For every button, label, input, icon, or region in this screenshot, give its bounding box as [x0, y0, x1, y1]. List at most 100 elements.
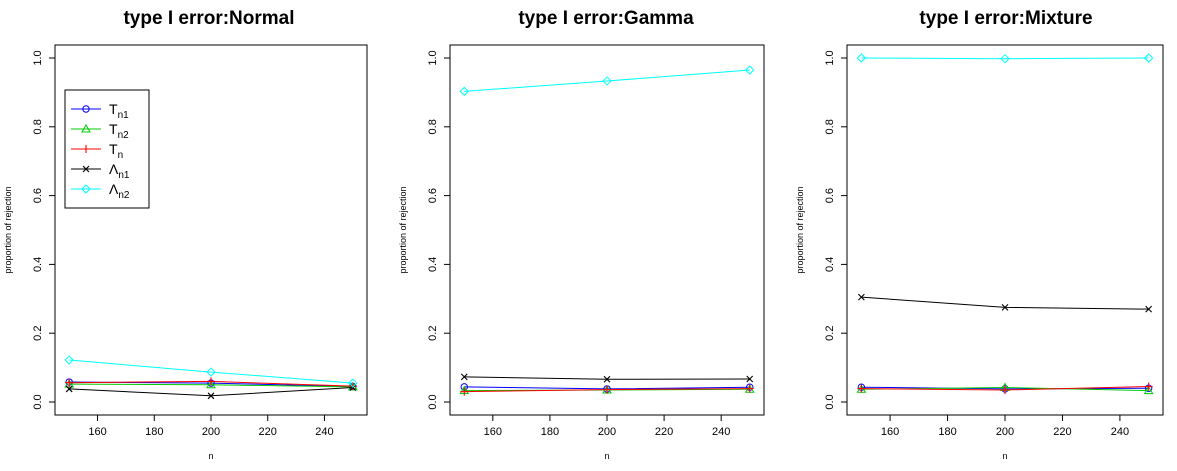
data-point-ln2	[1000, 53, 1010, 64]
series-line-ln1	[69, 387, 353, 397]
data-point-tn	[745, 384, 754, 393]
chart-title: type I error:Gamma	[518, 8, 694, 29]
data-point-tn	[207, 377, 215, 386]
data-point-ln1	[746, 375, 754, 383]
x-tick-label: 200	[202, 426, 220, 438]
y-tick-label: 0.0	[824, 394, 836, 409]
x-tick-label: 180	[145, 426, 163, 438]
x-axis-label: n	[1002, 451, 1007, 461]
y-tick-label: 0.8	[824, 119, 836, 134]
x-tick-label: 220	[655, 426, 673, 438]
data-point-ln2	[745, 65, 755, 75]
legend-label-base: T	[109, 121, 118, 137]
data-point-ln1	[65, 385, 73, 393]
data-point-ln1	[207, 392, 215, 400]
data-point-tn	[65, 378, 74, 387]
series-line-ln2	[861, 57, 1149, 60]
x-tick-label: 240	[712, 426, 730, 438]
x-tick-label: 200	[598, 426, 616, 438]
data-point-tn	[460, 387, 469, 396]
data-point-tn	[1001, 385, 1009, 394]
y-tick-label: 0.6	[427, 188, 439, 203]
legend-label-tn2: Tn2	[109, 121, 129, 141]
legend-label-ln2: Λn2	[109, 181, 130, 201]
data-point-tn	[857, 384, 866, 393]
data-point-ln2	[602, 76, 612, 86]
chart-title: type I error:Normal	[123, 8, 294, 29]
x-tick-label: 160	[88, 426, 106, 438]
y-axis-label: proportion of rejection	[795, 186, 805, 273]
y-tick-label: 0.2	[427, 326, 439, 341]
data-point-ln2	[348, 378, 358, 388]
data-point-ln1	[603, 375, 611, 383]
legend-label-subscript: n1	[118, 110, 130, 121]
y-tick-label: 0.4	[32, 257, 44, 272]
data-point-tn	[1144, 382, 1153, 391]
data-point-ln1	[1001, 304, 1009, 311]
series-line-ln2	[69, 359, 353, 384]
legend-label-subscript: n1	[118, 170, 130, 181]
legend-label-subscript: n2	[118, 130, 130, 141]
legend-label-tn: Tn	[109, 141, 123, 161]
legend-marker-tn1	[82, 105, 90, 113]
x-tick-label: 240	[1111, 426, 1129, 438]
data-point-ln2	[1143, 53, 1154, 63]
y-axis-label: proportion of rejection	[398, 186, 408, 273]
data-point-ln2	[459, 86, 469, 97]
series-line-ln2	[464, 69, 750, 92]
legend-marker-ln2	[81, 184, 91, 194]
y-tick-label: 1.0	[427, 50, 439, 65]
legend-label-base: T	[109, 101, 118, 117]
x-tick-label: 180	[938, 426, 956, 438]
x-tick-label: 200	[996, 426, 1014, 438]
y-tick-label: 1.0	[824, 50, 836, 65]
x-tick-label: 160	[484, 426, 502, 438]
data-point-tn2	[64, 379, 75, 388]
legend-label-tn1: Tn1	[109, 101, 129, 121]
x-tick-label: 180	[541, 426, 559, 438]
y-tick-label: 0.2	[824, 326, 836, 341]
data-point-ln2	[206, 367, 216, 377]
chart-title: type I error:Mixture	[919, 8, 1092, 29]
y-tick-label: 0.6	[32, 188, 44, 203]
data-point-tn2	[1143, 385, 1154, 395]
x-axis-label: n	[208, 451, 213, 461]
legend-label-base: Λ	[109, 161, 119, 177]
y-tick-label: 0.4	[824, 257, 836, 272]
y-tick-label: 0.0	[32, 394, 44, 409]
y-tick-label: 0.2	[32, 326, 44, 341]
x-axis-label: n	[604, 451, 609, 461]
panel-gamma: type I error:Gamma 160 180 200 220 240 0.0 0.2 0…	[398, 8, 765, 461]
y-tick-label: 0.0	[427, 394, 439, 409]
x-tick-label: 220	[1053, 426, 1071, 438]
legend-marker-ln1	[82, 165, 90, 173]
legend-label-base: Λ	[109, 181, 119, 197]
x-tick-label: 160	[881, 426, 899, 438]
plot-frame	[449, 44, 765, 416]
x-tick-label: 240	[315, 426, 333, 438]
y-tick-label: 0.4	[427, 257, 439, 272]
y-tick-label: 0.6	[824, 188, 836, 203]
x-tick-label: 220	[259, 426, 277, 438]
plot-frame	[846, 44, 1164, 416]
legend-marker-tn	[82, 145, 90, 153]
data-point-ln1	[1145, 305, 1153, 313]
legend-marker-tn2	[81, 123, 91, 133]
y-tick-label: 1.0	[32, 50, 44, 65]
legend-label-subscript: n	[118, 150, 124, 161]
y-tick-label: 0.8	[32, 119, 44, 134]
y-tick-label: 0.8	[427, 119, 439, 134]
panel-mixture: type I error:Mixture 160 180 200 220 240 0.0 0.…	[795, 8, 1164, 461]
data-point-tn	[603, 385, 611, 394]
data-point-ln1	[460, 373, 468, 381]
legend-label-subscript: n2	[118, 190, 130, 201]
data-point-ln1	[857, 293, 865, 301]
y-axis-label: proportion of rejection	[3, 186, 13, 273]
data-point-ln2	[64, 355, 74, 365]
data-point-tn2	[206, 379, 216, 389]
panel-normal: type I error:Normal 160 180 200 220 240 0.0 0.2…	[3, 8, 368, 461]
data-point-tn	[348, 382, 357, 391]
data-point-ln2	[856, 53, 867, 63]
legend-label-ln1: Λn1	[109, 161, 130, 181]
